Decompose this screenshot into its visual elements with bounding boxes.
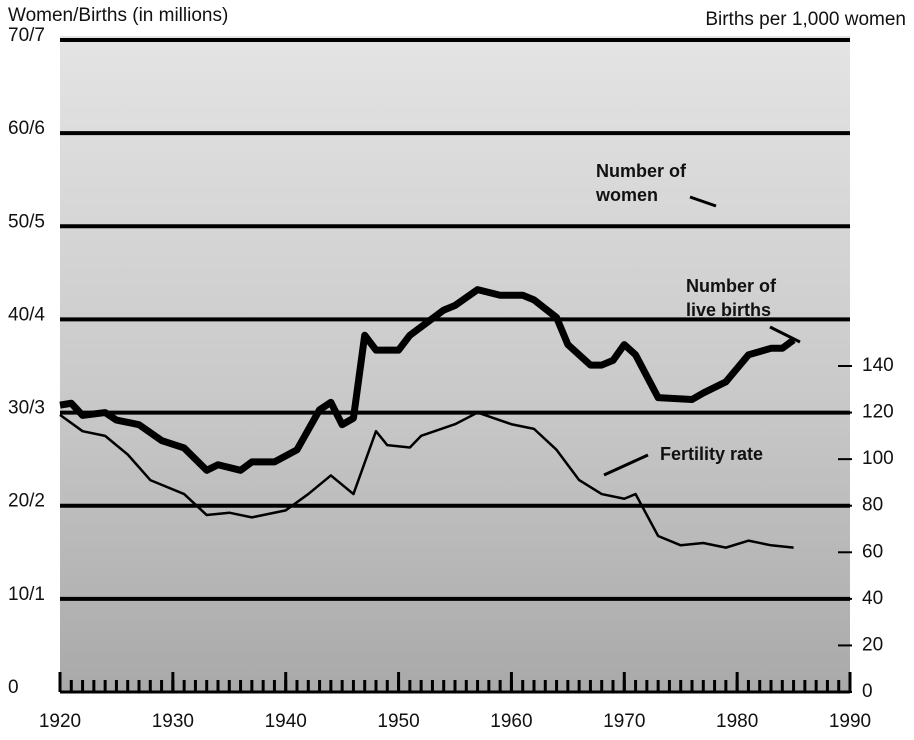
y-tick-label: 70/7 [8,25,45,46]
y-tick-label: 30/3 [8,398,45,419]
annotation-arrow [689,195,717,208]
y2-tick-label: 140 [862,355,894,376]
y2-axis-label: Births per 1,000 women [705,9,906,30]
y2-tick-label: 20 [862,634,883,655]
y2-tick-label: 0 [862,681,873,702]
annotation: Number of [596,161,687,181]
x-tick-label: 1960 [490,711,532,732]
x-tick-label: 1990 [829,711,871,732]
annotation: women [595,185,658,205]
y-tick-label: 10/1 [8,584,45,605]
y-tick-label: 50/5 [8,211,45,232]
annotation: live births [686,300,771,320]
x-tick-label: 1920 [39,711,81,732]
annotation: Number of [686,276,777,296]
x-tick-label: 1950 [377,711,419,732]
y-tick-label: 40/4 [8,304,45,325]
series-line [59,411,794,549]
x-tick-label: 1970 [603,711,645,732]
y2-tick-label: 80 [862,495,883,516]
plot-background [60,36,850,692]
y-tick-label: 60/6 [8,118,45,139]
y2-tick-label: 120 [862,402,894,423]
y2-tick-label: 40 [862,588,883,609]
y-axis-label: Women/Births (in millions) [8,5,228,26]
x-tick-label: 1940 [265,711,307,732]
series-line [59,286,796,474]
y2-tick-label: 100 [862,448,894,469]
annotation-arrow [603,453,649,477]
y-tick-label: 20/2 [8,491,45,512]
x-tick-label: 1930 [152,711,194,732]
x-tick-label: 1980 [716,711,758,732]
annotation: Fertility rate [660,444,763,464]
y2-tick-label: 60 [862,541,883,562]
annotation-arrow [769,325,801,344]
y-tick-label: 0 [8,677,19,698]
